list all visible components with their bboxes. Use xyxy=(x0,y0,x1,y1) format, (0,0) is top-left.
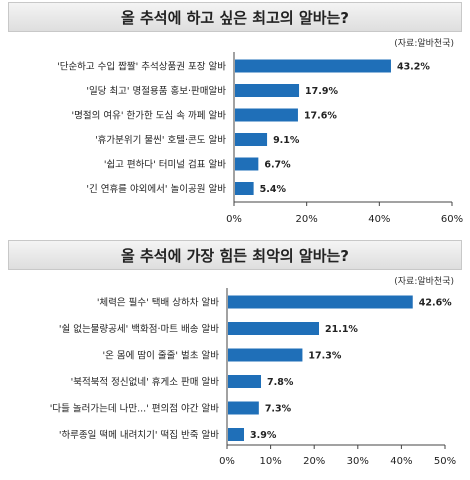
x-tick-label: 40% xyxy=(368,214,390,225)
x-tick-label: 30% xyxy=(347,456,369,467)
bar xyxy=(228,375,262,388)
data-label: 5.4% xyxy=(260,184,287,195)
bar xyxy=(235,84,300,97)
x-tick-label: 40% xyxy=(390,456,412,467)
category-label: '쉽고 편하다' 터미널 검표 알바 xyxy=(104,159,226,171)
category-label: '단순하고 수입 짭짤' 추석상품권 포장 알바 xyxy=(57,61,226,73)
bar xyxy=(228,348,303,362)
bar xyxy=(235,59,391,73)
bar xyxy=(228,401,259,415)
chart-panel-worst: 올 추석에 가장 힘든 최악의 알바는? (자료:알바천국) 0% 10% 20% 3… xyxy=(0,238,470,480)
data-label: 7.8% xyxy=(267,377,294,388)
category-label: '체력은 필수' 택배 상하차 알바 xyxy=(97,297,219,309)
data-label: 43.2% xyxy=(397,62,430,73)
bar-chart-worst: 0% 10% 20% 30% 40% 50% '체력은 필수' 택배 상하차 알바 42.6%… xyxy=(50,288,456,467)
category-label: '명절의 여유' 한가한 도심 속 까페 알바 xyxy=(72,110,227,122)
data-label: 17.9% xyxy=(305,86,338,97)
bar xyxy=(235,133,268,146)
data-label: 9.1% xyxy=(273,135,300,146)
category-label: '하루종일 떡메 내려치기' 떡집 반죽 알바 xyxy=(59,429,219,441)
x-tick-label: 20% xyxy=(296,214,318,225)
chart-panel-best: 올 추석에 하고 싶은 최고의 알바는? (자료:알바천국) 0% 20% 40% 6… xyxy=(0,0,470,238)
category-label: '쉴 없는물량공세' 백화점·마트 배송 알바 xyxy=(59,323,219,335)
data-label: 17.6% xyxy=(304,111,337,122)
x-tick-label: 50% xyxy=(434,456,456,467)
bar xyxy=(235,108,298,122)
data-label: 42.6% xyxy=(419,298,452,309)
x-tick-label: 60% xyxy=(441,214,463,225)
category-label: '북적북적 정신없네' 휴게소 판매 알바 xyxy=(71,376,220,388)
data-label: 7.3% xyxy=(265,404,292,415)
chart-title: 올 추석에 가장 힘든 최악의 알바는? xyxy=(8,240,462,270)
data-label: 21.1% xyxy=(325,324,358,335)
bar xyxy=(235,182,254,195)
x-tick-label: 20% xyxy=(303,456,325,467)
data-label: 6.7% xyxy=(264,160,291,171)
category-label: '긴 연휴를 야외에서' 놀이공원 알바 xyxy=(86,183,226,195)
bar xyxy=(228,428,245,441)
x-tick-label: 10% xyxy=(259,456,281,467)
bar xyxy=(228,322,319,335)
source-note: (자료:알바천국) xyxy=(394,39,454,49)
category-label: '온 몸에 땀이 줄줄' 벌초 알바 xyxy=(103,351,220,362)
data-label: 3.9% xyxy=(250,430,277,441)
x-tick-label: 0% xyxy=(226,214,242,225)
category-label: '다들 놀러가는데 나만...' 편의점 야간 알바 xyxy=(50,403,219,415)
data-label: 17.3% xyxy=(308,351,341,362)
chart-title: 올 추석에 하고 싶은 최고의 알바는? xyxy=(8,2,462,32)
x-tick-label: 0% xyxy=(219,456,235,467)
category-label: '휴가분위기 물씬' 호텔·콘도 알바 xyxy=(95,134,226,146)
source-note: (자료:알바천국) xyxy=(394,277,454,287)
bar xyxy=(228,295,413,309)
category-label: '일당 최고' 명절용품 홍보·판매알바 xyxy=(86,85,226,97)
bar-chart-best: 0% 20% 40% 60% '단순하고 수입 짭짤' 추석상품권 포장 알바 43.2%… xyxy=(57,52,463,225)
bar xyxy=(235,157,259,171)
